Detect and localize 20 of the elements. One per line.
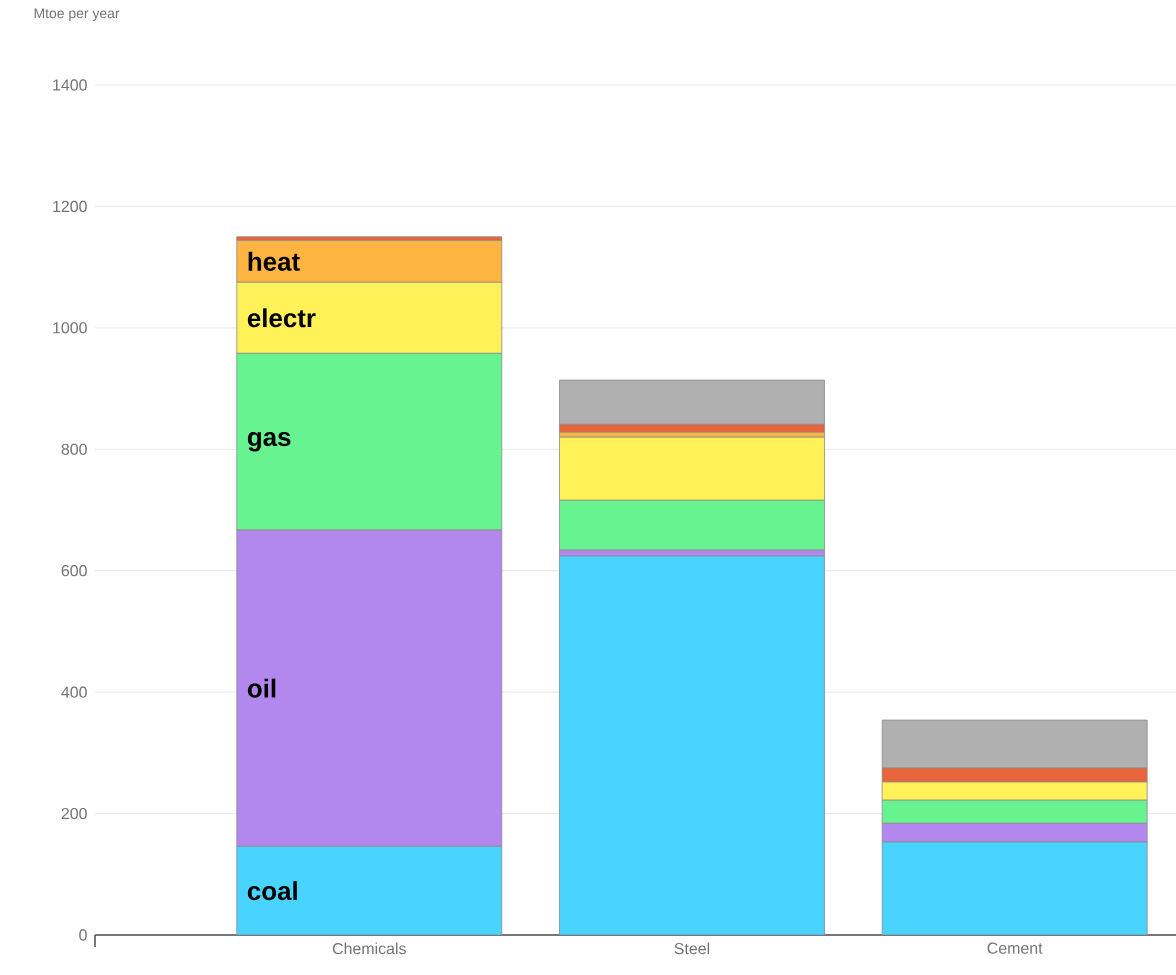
x-tick-label: Steel (674, 942, 710, 955)
y-axis-title: Mtoe per year (34, 8, 120, 21)
x-tick-label: Chemicals (332, 942, 406, 955)
series-label: electr (247, 308, 316, 328)
bar (236, 845, 503, 935)
y-tick-label: 1200 (53, 200, 87, 213)
series-label: oil (247, 678, 276, 698)
series-label: gas (247, 431, 291, 452)
y-tick-label: 1400 (53, 79, 87, 91)
y-tick-label: 400 (61, 686, 87, 698)
bar (881, 841, 1148, 935)
y-tick-label: 800 (61, 443, 87, 455)
y-tick-label: 200 (61, 807, 87, 820)
x-tick-label: Cement (987, 942, 1043, 954)
y-tick-label: 600 (61, 565, 87, 577)
y-tick-label: 1000 (53, 322, 87, 334)
series-label: coal (247, 881, 297, 901)
bar (559, 555, 825, 935)
y-tick-label: 0 (79, 929, 87, 941)
series-label: heat (248, 251, 300, 271)
